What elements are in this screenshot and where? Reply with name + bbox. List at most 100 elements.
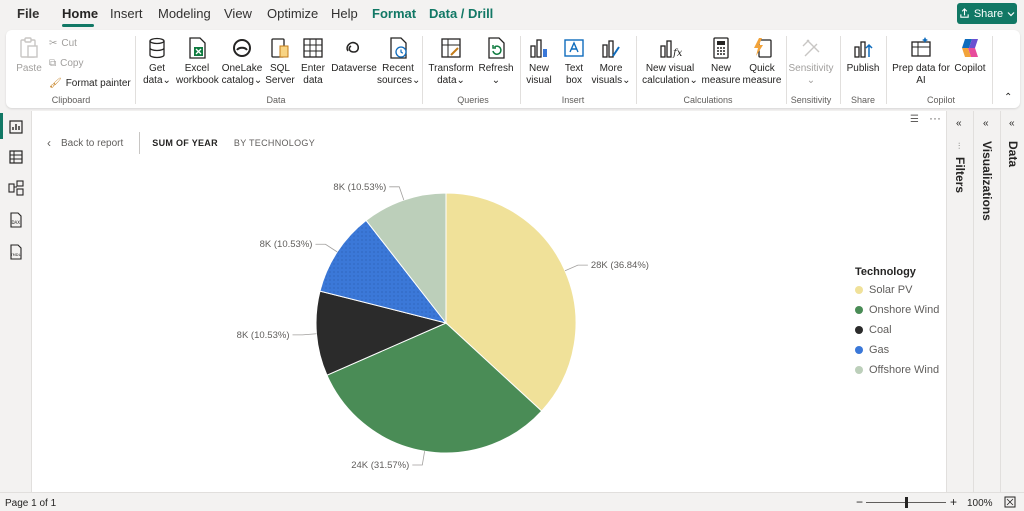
- more-visuals-label-1: More: [599, 63, 623, 74]
- data-pane-title[interactable]: Data: [1006, 141, 1020, 168]
- onelake-label-2: catalog: [221, 75, 254, 86]
- tab-file[interactable]: File: [17, 6, 40, 21]
- onelake-catalog-button[interactable]: OneLake catalog⌄: [221, 36, 263, 87]
- recent-sources-button[interactable]: Recent sources⌄: [377, 36, 420, 87]
- excel-workbook-button[interactable]: Excel workbook: [176, 36, 219, 87]
- excel-icon: [189, 37, 206, 59]
- sensitivity-button[interactable]: Sensitivity ⌄: [788, 36, 834, 87]
- tab-format[interactable]: Format: [372, 6, 417, 21]
- filters-pane-title[interactable]: Filters: [953, 157, 967, 194]
- pie-chart: 28K (36.84%) 24K (31.57%) 8K (10.53%) 8K (1…: [237, 182, 649, 471]
- chevron-down-icon: ⌄: [162, 75, 171, 86]
- legend-item[interactable]: Coal: [855, 324, 892, 336]
- breadcrumb-sum-of-year[interactable]: SUM OF YEAR: [152, 138, 218, 148]
- back-to-report-link[interactable]: Back to report: [61, 137, 124, 149]
- group-label-share: Share: [850, 95, 876, 105]
- cut-button[interactable]: ✂ Cut: [49, 38, 77, 49]
- pie-slice[interactable]: [319, 219, 448, 324]
- publish-icon: [854, 41, 873, 58]
- lightning-calculator-icon: [754, 38, 772, 58]
- new-visual-calculation-button[interactable]: fx New visual calculation⌄: [642, 36, 698, 87]
- visualizations-pane-title[interactable]: Visualizations: [980, 141, 994, 221]
- copilot-label: Copilot: [954, 63, 986, 74]
- active-view-indicator: [0, 113, 3, 139]
- fit-to-page-icon[interactable]: [1004, 496, 1016, 508]
- get-data-button[interactable]: Get data⌄: [142, 36, 172, 87]
- tab-insert[interactable]: Insert: [110, 6, 143, 21]
- table-view-icon[interactable]: [8, 149, 24, 165]
- zoom-in-button[interactable]: +: [950, 495, 958, 509]
- refresh-label: Refresh: [478, 63, 514, 74]
- model-view-icon[interactable]: [8, 180, 24, 196]
- copy-button[interactable]: ⧉ Copy: [49, 58, 84, 69]
- new-measure-label-1: New: [710, 63, 731, 74]
- new-measure-button[interactable]: New measure: [701, 36, 741, 87]
- enter-data-button[interactable]: Enter data: [298, 36, 328, 87]
- new-visual-button[interactable]: New visual: [524, 36, 554, 87]
- zoom-out-button[interactable]: −: [856, 495, 864, 509]
- breadcrumb-by-technology[interactable]: BY TECHNOLOGY: [233, 138, 316, 148]
- expand-icon[interactable]: «: [1009, 118, 1015, 129]
- recent-label-1: Recent: [382, 63, 414, 74]
- ribbon-separator: [520, 36, 521, 104]
- chevron-left-icon[interactable]: ‹: [47, 136, 51, 150]
- legend-swatch: [855, 346, 863, 354]
- expand-icon[interactable]: «: [983, 118, 989, 129]
- page-indicator: Page 1 of 1: [5, 498, 57, 509]
- copilot-icon: [962, 39, 978, 57]
- left-navigation: DAX TMDL: [0, 111, 32, 492]
- dataverse-button[interactable]: Dataverse: [331, 36, 377, 75]
- tab-data-drill[interactable]: Data / Drill: [429, 6, 494, 21]
- visualizations-pane[interactable]: « Visualizations: [973, 111, 1000, 492]
- quick-measure-label-1: Quick: [749, 63, 775, 74]
- legend-item[interactable]: Onshore Wind: [855, 304, 939, 316]
- transform-data-button[interactable]: Transform data⌄: [428, 36, 474, 87]
- copilot-button[interactable]: Copilot: [952, 36, 988, 75]
- collapse-ribbon-icon[interactable]: ⌃: [1004, 92, 1013, 103]
- enter-label-1: Enter: [301, 63, 325, 74]
- header-divider: [139, 132, 141, 154]
- legend-label: Onshore Wind: [869, 304, 940, 316]
- expand-icon[interactable]: «: [956, 118, 962, 129]
- sql-server-button[interactable]: SQL Server: [265, 36, 295, 87]
- filter-icon[interactable]: ☰: [910, 114, 919, 125]
- quick-measure-button[interactable]: Quick measure: [742, 36, 782, 87]
- paste-button[interactable]: Paste: [16, 36, 42, 75]
- ribbon-separator: [886, 36, 887, 104]
- more-options-icon[interactable]: ···: [929, 111, 941, 125]
- calculator-icon: [713, 37, 729, 59]
- legend-item[interactable]: Offshore Wind: [855, 364, 939, 376]
- prep-data-icon: [911, 37, 931, 57]
- more-visuals-label-2: visuals: [591, 75, 623, 86]
- publish-button[interactable]: Publish: [844, 36, 882, 75]
- tab-modeling[interactable]: Modeling: [158, 6, 211, 21]
- report-view-icon[interactable]: [8, 119, 24, 135]
- more-visuals-button[interactable]: More visuals⌄: [591, 36, 631, 87]
- data-pane[interactable]: « Data: [1000, 111, 1024, 492]
- share-button[interactable]: Share: [957, 3, 1017, 24]
- refresh-button[interactable]: Refresh ⌄: [478, 36, 514, 87]
- visual-calc-icon: fx: [660, 40, 682, 59]
- copy-label: Copy: [60, 58, 84, 69]
- legend-swatch: [855, 366, 863, 374]
- tab-optimize[interactable]: Optimize: [267, 6, 319, 21]
- zoom-slider-thumb[interactable]: [904, 497, 908, 508]
- group-label-queries: Queries: [457, 95, 489, 105]
- legend-label: Coal: [869, 324, 892, 336]
- text-box-icon: [564, 39, 584, 57]
- dax-query-view-icon[interactable]: DAX: [8, 212, 24, 228]
- tmdl-view-icon[interactable]: TMDL: [8, 244, 24, 260]
- group-label-insert: Insert: [561, 95, 585, 105]
- transform-label-1: Transform: [428, 63, 474, 74]
- legend-item[interactable]: Solar PV: [855, 284, 912, 296]
- tab-home[interactable]: Home: [62, 6, 99, 21]
- text-box-button[interactable]: Text box: [559, 36, 589, 87]
- filters-pane[interactable]: « ⫶ Filters: [946, 111, 973, 492]
- prep-data-for-ai-button[interactable]: Prep data for AI: [890, 36, 952, 87]
- tab-help[interactable]: Help: [331, 6, 358, 21]
- format-painter-button[interactable]: 🖌 Format painter: [49, 78, 131, 89]
- legend-item[interactable]: Gas: [855, 344, 889, 356]
- chevron-down-icon: ⌄: [689, 75, 698, 86]
- tab-view[interactable]: View: [224, 6, 252, 21]
- svg-text:TMDL: TMDL: [10, 253, 21, 257]
